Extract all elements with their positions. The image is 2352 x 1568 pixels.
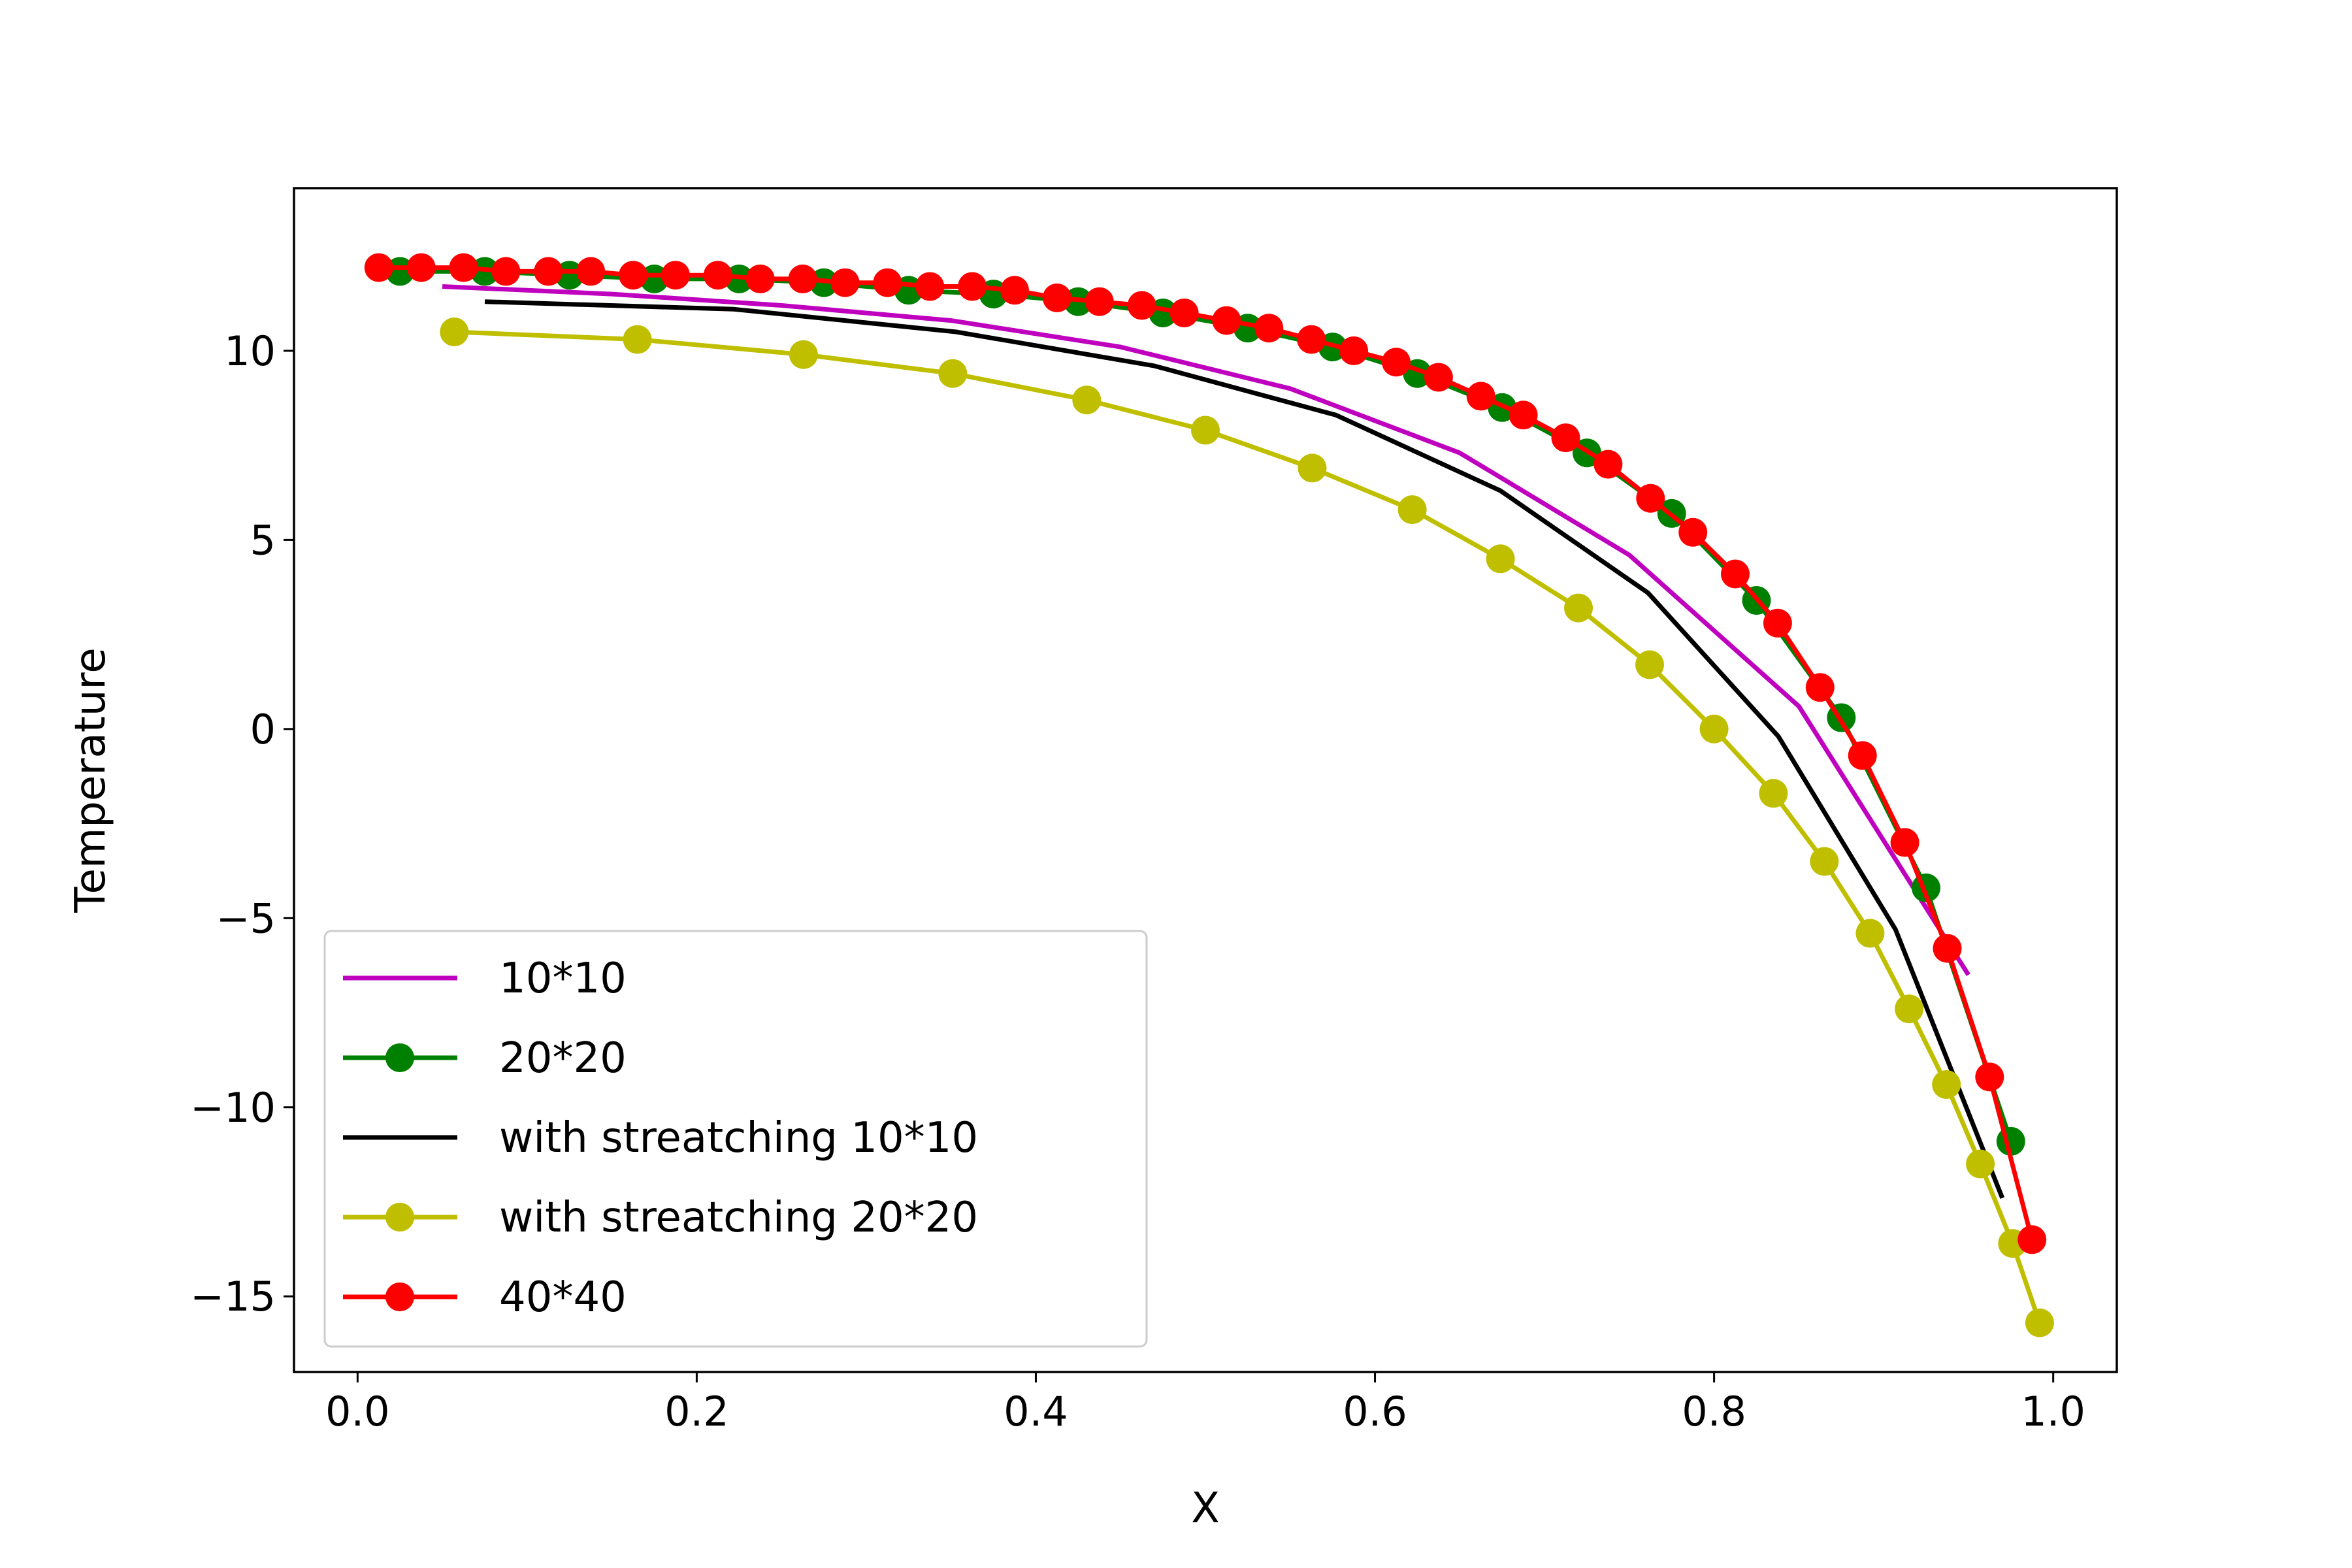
data-point-with-streatching-20-20 xyxy=(1895,994,1924,1024)
data-point-40-40 xyxy=(449,253,478,282)
data-point-with-streatching-20-20 xyxy=(1759,779,1788,808)
data-point-40-40 xyxy=(1551,423,1580,453)
data-point-40-40 xyxy=(1127,291,1156,320)
x-tick-label: 0.6 xyxy=(1343,1388,1407,1435)
data-point-40-40 xyxy=(915,272,945,301)
data-point-40-40 xyxy=(788,264,817,293)
data-point-40-40 xyxy=(576,257,606,286)
data-point-with-streatching-20-20 xyxy=(1072,385,1102,415)
data-point-40-40 xyxy=(661,261,690,290)
y-tick-label: 0 xyxy=(250,706,276,753)
data-point-40-40 xyxy=(1933,934,1962,963)
data-point-20-20 xyxy=(555,261,584,290)
data-point-20-20 xyxy=(640,264,669,293)
data-point-with-streatching-20-20 xyxy=(1298,453,1327,483)
series-line-with-streatching-10-10 xyxy=(484,299,2005,1199)
axis-ticks: 0.0 0.2 0.4 0.6 0.8 1.0 10 5 0 −5 −10 −15 xyxy=(190,327,2085,1435)
data-point-40-40 xyxy=(364,253,393,282)
data-point-40-40 xyxy=(745,264,775,293)
data-point-40-40 xyxy=(873,268,902,297)
series-line-10-10 xyxy=(442,284,1970,976)
data-point-with-streatching-20-20 xyxy=(440,318,469,346)
legend-label-20-20: 20*20 xyxy=(499,1034,627,1083)
data-point-40-40 xyxy=(1763,608,1792,638)
legend-marker-40-40 xyxy=(385,1282,414,1311)
data-point-40-40 xyxy=(1085,287,1114,316)
data-point-40-40 xyxy=(534,257,563,286)
legend: 10*10 20*20 with streatching 10*10 with str… xyxy=(323,930,1148,1348)
data-point-40-40 xyxy=(1890,828,1919,857)
data-point-40-40 xyxy=(2017,1225,2047,1254)
data-point-40-40 xyxy=(619,261,648,290)
data-point-with-streatching-20-20 xyxy=(1855,919,1885,948)
data-point-with-streatching-20-20 xyxy=(1810,847,1839,876)
data-point-40-40 xyxy=(958,272,987,301)
data-point-with-streatching-20-20 xyxy=(2025,1308,2054,1337)
data-point-with-streatching-20-20 xyxy=(1191,416,1220,445)
data-point-40-40 xyxy=(1466,382,1495,411)
data-point-with-streatching-20-20 xyxy=(1635,650,1664,679)
data-point-40-40 xyxy=(1297,325,1326,354)
data-point-20-20 xyxy=(385,257,415,286)
legend-box xyxy=(323,930,1148,1348)
data-point-with-streatching-20-20 xyxy=(1699,714,1729,743)
data-point-40-40 xyxy=(1000,276,1029,305)
series-line-40-40 xyxy=(378,265,2034,1241)
x-tick-label: 0.0 xyxy=(325,1388,390,1435)
y-tick-label: −15 xyxy=(190,1273,276,1320)
x-tick-label: 0.2 xyxy=(664,1388,729,1435)
data-point-40-40 xyxy=(1424,363,1453,392)
y-tick-label: 5 xyxy=(250,516,276,564)
data-point-40-40 xyxy=(491,257,521,286)
x-tick-label: 0.4 xyxy=(1004,1388,1068,1435)
legend-marker-20-20 xyxy=(385,1043,414,1072)
data-point-with-streatching-20-20 xyxy=(938,359,968,388)
y-tick-label: −5 xyxy=(216,894,276,942)
x-tick-label: 1.0 xyxy=(2021,1388,2085,1435)
y-axis-label: Temperature xyxy=(67,647,115,913)
data-point-40-40 xyxy=(1975,1062,2004,1092)
data-point-40-40 xyxy=(1169,299,1199,327)
data-point-with-streatching-20-20 xyxy=(623,325,652,354)
legend-label-40-40: 40*40 xyxy=(499,1273,627,1322)
data-point-with-streatching-20-20 xyxy=(1486,544,1515,574)
data-point-40-40 xyxy=(1254,314,1284,343)
data-point-40-40 xyxy=(703,261,732,290)
legend-marker-with-streatching-20-20 xyxy=(385,1203,414,1232)
data-point-with-streatching-20-20 xyxy=(1564,593,1593,623)
legend-label-10-10: 10*10 xyxy=(499,955,627,1003)
data-point-40-40 xyxy=(1678,517,1708,547)
legend-label-with-streatching-20-20: with streatching 20*20 xyxy=(499,1194,978,1242)
data-point-40-40 xyxy=(1042,283,1071,312)
data-point-40-40 xyxy=(1721,559,1750,589)
y-tick-label: 10 xyxy=(224,327,276,375)
x-axis-label: X xyxy=(1191,1484,1220,1533)
data-point-40-40 xyxy=(1382,348,1411,377)
x-tick-label: 0.8 xyxy=(1682,1388,1746,1435)
data-point-with-streatching-20-20 xyxy=(789,340,818,369)
axes-frame xyxy=(293,187,2118,1373)
data-point-40-40 xyxy=(1509,400,1538,430)
y-tick-label: −10 xyxy=(190,1084,276,1132)
data-point-40-40 xyxy=(1805,673,1835,702)
data-point-with-streatching-20-20 xyxy=(1966,1149,1995,1179)
data-point-40-40 xyxy=(1848,741,1877,770)
legend-label-with-streatching-10-10: with streatching 10*10 xyxy=(499,1114,978,1162)
data-point-40-40 xyxy=(1212,306,1241,335)
data-point-40-40 xyxy=(1339,336,1369,365)
plot-area xyxy=(364,253,2054,1337)
data-point-40-40 xyxy=(406,253,436,282)
data-point-40-40 xyxy=(830,268,860,297)
data-point-with-streatching-20-20 xyxy=(1932,1070,1961,1099)
data-point-40-40 xyxy=(1593,449,1623,479)
data-point-40-40 xyxy=(1636,483,1665,513)
data-point-with-streatching-20-20 xyxy=(1397,495,1427,525)
